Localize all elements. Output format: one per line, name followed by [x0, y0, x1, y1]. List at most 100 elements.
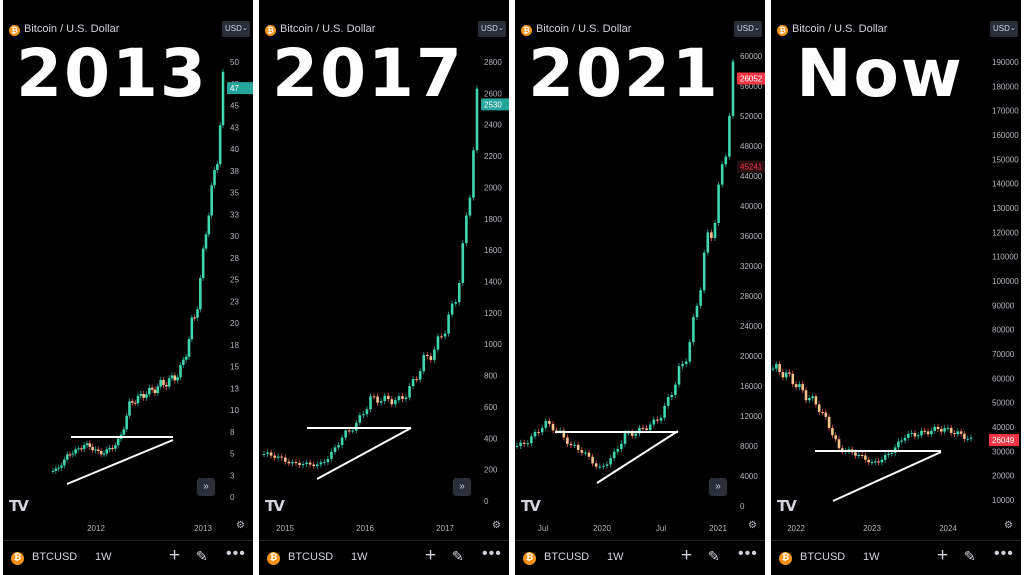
pair-title: Bitcoin / U.S. Dollar: [24, 23, 120, 35]
y-tick-label: 40000: [992, 423, 1015, 432]
candle-body: [116, 438, 120, 446]
candle-body: [612, 451, 616, 459]
currency-dropdown[interactable]: USD ⌄: [222, 21, 250, 37]
candle-body: [594, 463, 598, 467]
settings-icon[interactable]: ⚙: [1004, 520, 1013, 531]
y-tick-label: 33: [230, 210, 239, 219]
price-chart-2017[interactable]: 2800260024002200200018001600140012001000…: [259, 0, 509, 540]
candle-body: [443, 333, 447, 337]
add-icon[interactable]: +: [425, 545, 437, 566]
price-chart-2021[interactable]: 6000056000520004800044000400003600032000…: [515, 0, 765, 540]
y-tick-label: 150000: [992, 155, 1019, 164]
candle-body: [266, 452, 269, 454]
candle-body: [827, 416, 831, 428]
timeframe-button[interactable]: 1W: [607, 551, 624, 563]
symbol-button[interactable]: BTCUSD: [32, 551, 78, 563]
draw-icon[interactable]: ✎: [708, 548, 720, 564]
pair-title: Bitcoin / U.S. Dollar: [792, 23, 888, 35]
candle-body: [940, 429, 943, 432]
candle-body: [153, 389, 157, 394]
candle-body: [111, 447, 114, 449]
y-tick-label: 100000: [992, 277, 1019, 286]
candle-body: [798, 384, 801, 388]
y-tick-label: 18: [230, 341, 239, 350]
y-tick-label: 56000: [740, 82, 763, 91]
symbol-bar: ₿ BTCUSD 1W + ✎ •••: [515, 540, 765, 575]
candle-body: [74, 449, 77, 454]
candle-body: [71, 453, 75, 455]
y-tick-label: 30: [230, 232, 239, 241]
candle-body: [695, 305, 699, 318]
candle-body: [199, 277, 202, 310]
price-chart-now[interactable]: 190000 180000 170000 160000 150000 140000 1300…: [771, 0, 1021, 540]
candle-body: [294, 462, 298, 464]
y-tick-label: 40: [230, 145, 239, 154]
candle-body: [139, 393, 143, 396]
candle-body: [817, 404, 821, 413]
candle-body: [433, 349, 436, 360]
timeframe-button[interactable]: 1W: [95, 551, 112, 563]
time-tick-label: 2022: [787, 524, 805, 533]
more-icon[interactable]: •••: [482, 545, 502, 562]
candle-body: [569, 443, 573, 446]
candle-body: [415, 379, 418, 381]
candle-body: [598, 466, 602, 468]
settings-icon[interactable]: ⚙: [492, 520, 501, 531]
scroll-to-realtime-button[interactable]: »: [453, 478, 471, 496]
candle-body: [472, 150, 475, 198]
price-chart-2013[interactable]: 5048454340383533302825232018151310853020…: [3, 0, 253, 540]
candle-body: [775, 364, 778, 369]
add-icon[interactable]: +: [681, 545, 693, 566]
settings-icon[interactable]: ⚙: [748, 520, 757, 531]
currency-dropdown[interactable]: USD ⌄: [734, 21, 762, 37]
symbol-button[interactable]: BTCUSD: [288, 551, 334, 563]
candle-body: [584, 452, 587, 454]
currency-dropdown[interactable]: USD ⌄: [478, 21, 506, 37]
candle-body: [634, 433, 638, 436]
price-badge-label: 26049: [992, 436, 1015, 445]
timeframe-button[interactable]: 1W: [863, 551, 880, 563]
y-tick-label: 80000: [992, 326, 1015, 335]
scroll-to-realtime-button[interactable]: »: [709, 478, 727, 496]
candle-body: [870, 462, 874, 464]
scroll-to-realtime-button[interactable]: »: [197, 478, 215, 496]
candle-body: [315, 464, 319, 467]
candle-body: [176, 377, 179, 381]
more-icon[interactable]: •••: [738, 545, 758, 562]
candle-body: [68, 454, 72, 456]
candle-body: [179, 364, 182, 378]
candle-body: [794, 384, 798, 388]
candle-body: [401, 396, 404, 399]
symbol-button[interactable]: BTCUSD: [544, 551, 590, 563]
time-tick-label: 2016: [356, 524, 374, 533]
candle-body: [969, 437, 973, 439]
more-icon[interactable]: •••: [226, 545, 246, 562]
candle-body: [319, 462, 323, 465]
add-icon[interactable]: +: [937, 545, 949, 566]
chart-header: ₿ Bitcoin / U.S. Dollar USD ⌄: [771, 0, 1021, 58]
candle-body: [522, 442, 526, 444]
draw-icon[interactable]: ✎: [452, 548, 464, 564]
candle-body: [408, 386, 411, 398]
candle-body: [80, 448, 83, 450]
y-tick-label: 800: [484, 372, 498, 381]
candle-body: [210, 185, 213, 216]
draw-icon[interactable]: ✎: [196, 548, 208, 564]
y-tick-label: 60000: [740, 52, 763, 61]
y-tick-label: 20: [230, 319, 239, 328]
candle-body: [287, 461, 291, 464]
add-icon[interactable]: +: [169, 545, 181, 566]
candle-body: [105, 449, 109, 454]
y-tick-label: 32000: [740, 262, 763, 271]
candle-body: [936, 426, 940, 430]
year-label: 2013: [16, 35, 208, 112]
symbol-button[interactable]: BTCUSD: [800, 551, 846, 563]
currency-dropdown[interactable]: USD ⌄: [990, 21, 1018, 37]
candle-body: [468, 197, 472, 216]
more-icon[interactable]: •••: [994, 545, 1014, 562]
timeframe-button[interactable]: 1W: [351, 551, 368, 563]
draw-icon[interactable]: ✎: [964, 548, 976, 564]
candle-body: [337, 445, 340, 448]
y-tick-label: 5: [230, 450, 235, 459]
settings-icon[interactable]: ⚙: [236, 520, 245, 531]
